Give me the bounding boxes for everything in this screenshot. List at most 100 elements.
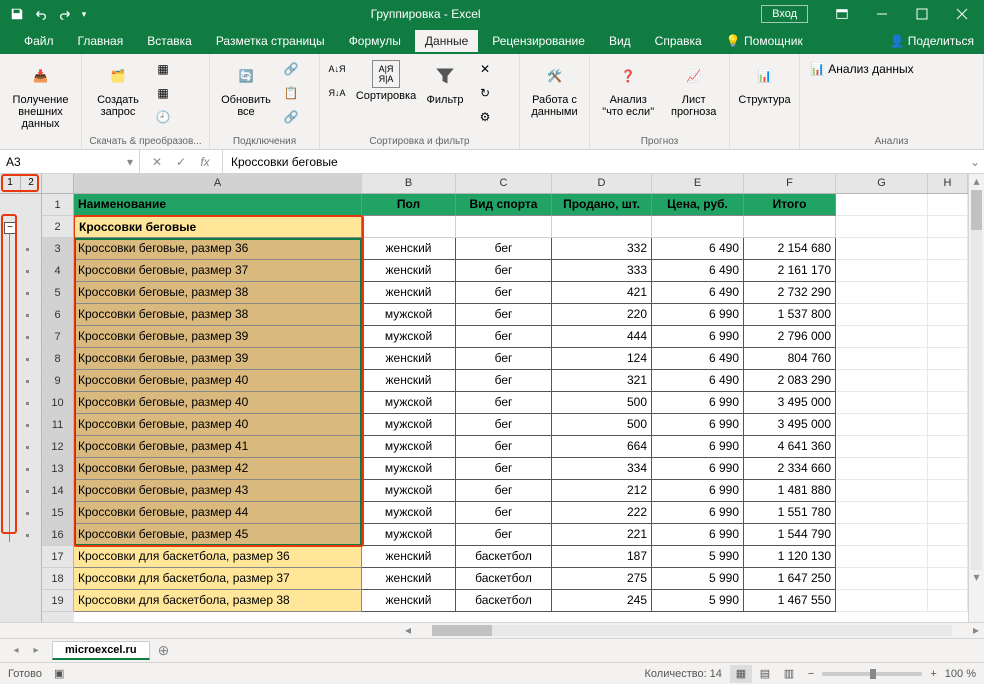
table-row[interactable]: Кроссовки беговые, размер 38женскийбег42…	[74, 282, 968, 304]
collapse-group-icon[interactable]: −	[4, 222, 16, 234]
outline-level-2[interactable]: 2	[21, 174, 41, 193]
table-row[interactable]: Кроссовки беговые, размер 39женскийбег12…	[74, 348, 968, 370]
share-button[interactable]: 👤 Поделиться	[879, 30, 984, 52]
row-number[interactable]: 17	[42, 546, 74, 568]
from-table-icon[interactable]: ▦	[152, 82, 174, 104]
table-row[interactable]: Кроссовки беговые, размер 39мужскойбег44…	[74, 326, 968, 348]
column-header[interactable]: D	[552, 174, 652, 193]
refresh-all-button[interactable]: 🔄Обновить все	[216, 58, 276, 120]
reapply-icon[interactable]: ↻	[474, 82, 496, 104]
row-number[interactable]: 10	[42, 392, 74, 414]
save-icon[interactable]	[6, 3, 28, 25]
row-number[interactable]: 18	[42, 568, 74, 590]
column-header[interactable]: E	[652, 174, 744, 193]
advanced-filter-icon[interactable]: ⚙	[474, 106, 496, 128]
maximize-icon[interactable]	[904, 0, 940, 28]
row-number[interactable]: 13	[42, 458, 74, 480]
normal-view-icon[interactable]: ▦	[730, 665, 752, 683]
formula-input[interactable]: Кроссовки беговые	[223, 155, 966, 169]
fx-icon[interactable]: fx	[196, 153, 214, 171]
login-button[interactable]: Вход	[761, 5, 808, 23]
macro-record-icon[interactable]: ▣	[54, 667, 64, 680]
tab-formulas[interactable]: Формулы	[339, 30, 411, 52]
row-number[interactable]: 5	[42, 282, 74, 304]
close-icon[interactable]	[944, 0, 980, 28]
table-row[interactable]: Кроссовки беговые, размер 41мужскойбег66…	[74, 436, 968, 458]
row-number[interactable]: 12	[42, 436, 74, 458]
row-number[interactable]: 7	[42, 326, 74, 348]
whatif-button[interactable]: ❓Анализ "что если"	[596, 58, 660, 120]
row-number[interactable]: 6	[42, 304, 74, 326]
qat-customize-icon[interactable]: ▾	[78, 3, 90, 25]
undo-icon[interactable]	[30, 3, 52, 25]
row-number[interactable]: 8	[42, 348, 74, 370]
table-row[interactable]: НаименованиеПолВид спортаПродано, шт.Цен…	[74, 194, 968, 216]
outline-button[interactable]: 📊Структура	[736, 58, 793, 108]
row-number[interactable]: 1	[42, 194, 74, 216]
show-queries-icon[interactable]: ▦	[152, 58, 174, 80]
row-number[interactable]: 4	[42, 260, 74, 282]
row-number[interactable]: 3	[42, 238, 74, 260]
expand-formula-bar-icon[interactable]: ⌄	[966, 155, 984, 169]
table-row[interactable]: Кроссовки для баскетбола, размер 38женск…	[74, 590, 968, 612]
table-row[interactable]: Кроссовки беговые, размер 40женскийбег32…	[74, 370, 968, 392]
table-row[interactable]: Кроссовки беговые, размер 40мужскойбег50…	[74, 392, 968, 414]
outline-level-1[interactable]: 1	[0, 174, 21, 193]
enter-icon[interactable]: ✓	[172, 153, 190, 171]
new-query-button[interactable]: 🗂️Создать запрос	[88, 58, 148, 120]
tab-home[interactable]: Главная	[68, 30, 134, 52]
horizontal-scrollbar[interactable]: ◂ ▸	[0, 622, 984, 638]
connections-icon[interactable]: 🔗	[280, 58, 302, 80]
tab-layout[interactable]: Разметка страницы	[206, 30, 335, 52]
clear-filter-icon[interactable]: ✕	[474, 58, 496, 80]
column-header[interactable]: B	[362, 174, 456, 193]
column-header[interactable]: F	[744, 174, 836, 193]
table-row[interactable]: Кроссовки беговые, размер 44мужскойбег22…	[74, 502, 968, 524]
column-header[interactable]: H	[928, 174, 968, 193]
table-row[interactable]: Кроссовки беговые	[74, 216, 968, 238]
zoom-slider[interactable]	[822, 672, 922, 676]
table-row[interactable]: Кроссовки беговые, размер 42мужскойбег33…	[74, 458, 968, 480]
forecast-sheet-button[interactable]: 📈Лист прогноза	[664, 58, 723, 120]
row-number[interactable]: 14	[42, 480, 74, 502]
table-row[interactable]: Кроссовки для баскетбола, размер 36женск…	[74, 546, 968, 568]
edit-links-icon[interactable]: 🔗	[280, 106, 302, 128]
filter-button[interactable]: Фильтр	[420, 58, 470, 108]
minimize-icon[interactable]	[864, 0, 900, 28]
table-row[interactable]: Кроссовки беговые, размер 45мужскойбег22…	[74, 524, 968, 546]
row-number[interactable]: 9	[42, 370, 74, 392]
column-header[interactable]: A	[74, 174, 362, 193]
ribbon-display-icon[interactable]	[824, 0, 860, 28]
page-layout-view-icon[interactable]: ▤	[754, 665, 776, 683]
sheet-tab-active[interactable]: microexcel.ru	[52, 641, 150, 660]
row-number[interactable]: 15	[42, 502, 74, 524]
redo-icon[interactable]	[54, 3, 76, 25]
name-box[interactable]: A3▾	[0, 150, 140, 173]
sort-button[interactable]: А|ЯЯ|АСортировка	[356, 58, 416, 104]
tab-view[interactable]: Вид	[599, 30, 641, 52]
table-row[interactable]: Кроссовки беговые, размер 38мужскойбег22…	[74, 304, 968, 326]
column-header[interactable]: C	[456, 174, 552, 193]
recent-sources-icon[interactable]: 🕘	[152, 106, 174, 128]
table-row[interactable]: Кроссовки для баскетбола, размер 37женск…	[74, 568, 968, 590]
zoom-out-icon[interactable]: −	[808, 668, 814, 680]
zoom-in-icon[interactable]: +	[930, 668, 936, 680]
table-row[interactable]: Кроссовки беговые, размер 40мужскойбег50…	[74, 414, 968, 436]
data-analysis-button[interactable]: 📊 Анализ данных	[806, 58, 918, 80]
properties-icon[interactable]: 📋	[280, 82, 302, 104]
add-sheet-icon[interactable]: ⊕	[154, 642, 174, 659]
tab-help[interactable]: Справка	[645, 30, 712, 52]
data-tools-button[interactable]: 🛠️Работа с данными	[526, 58, 583, 120]
table-row[interactable]: Кроссовки беговые, размер 36женскийбег33…	[74, 238, 968, 260]
zoom-level[interactable]: 100 %	[945, 668, 976, 680]
row-number[interactable]: 19	[42, 590, 74, 612]
tab-review[interactable]: Рецензирование	[482, 30, 595, 52]
sheet-nav-next-icon[interactable]: ▸	[28, 643, 44, 659]
sort-za-icon[interactable]: Я↓A	[326, 82, 348, 104]
tab-tellme[interactable]: 💡 Помощник	[716, 30, 813, 52]
tab-insert[interactable]: Вставка	[137, 30, 202, 52]
get-external-data-button[interactable]: 📥Получение внешних данных	[6, 58, 75, 132]
sort-az-icon[interactable]: A↓Я	[326, 58, 348, 80]
tab-data[interactable]: Данные	[415, 30, 478, 52]
sheet-nav-prev-icon[interactable]: ◂	[8, 643, 24, 659]
